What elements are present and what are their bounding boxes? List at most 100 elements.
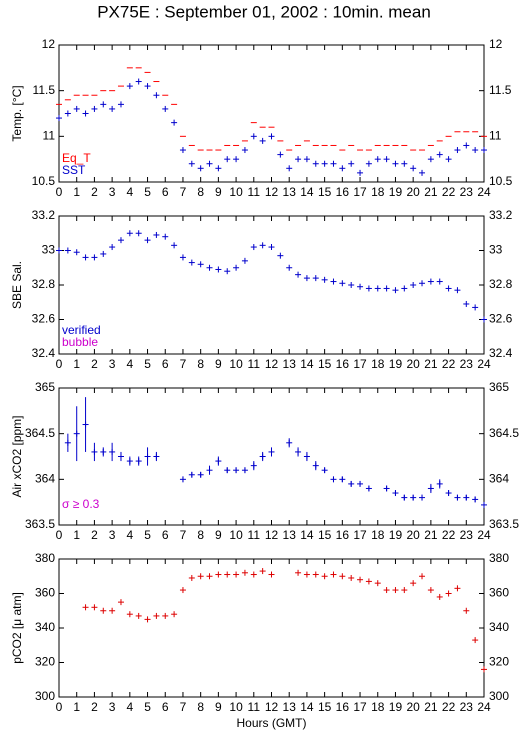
data-point xyxy=(224,268,231,275)
data-point xyxy=(82,604,89,611)
y-tick-label: 33 xyxy=(42,243,56,257)
data-point xyxy=(383,587,390,594)
x-tick-label: 23 xyxy=(460,528,474,542)
data-point xyxy=(100,101,107,108)
x-tick-label: 19 xyxy=(389,357,403,371)
data-point xyxy=(91,105,98,112)
y-tick-label: 340 xyxy=(35,620,55,634)
data-point xyxy=(330,160,337,167)
data-point xyxy=(100,250,107,257)
x-tick-label: 15 xyxy=(318,700,332,714)
data-point xyxy=(436,151,443,158)
data-point xyxy=(135,230,142,237)
y-tick-label-right: 365 xyxy=(489,380,509,394)
x-tick-label: 2 xyxy=(91,357,98,371)
x-tick-label: 12 xyxy=(265,700,279,714)
x-tick-label: 16 xyxy=(336,185,350,199)
x-tick-label: 22 xyxy=(442,185,456,199)
y-tick-label: 364 xyxy=(35,472,55,486)
data-point xyxy=(330,571,337,578)
x-tick-label: 10 xyxy=(229,528,243,542)
x-tick-label: 8 xyxy=(197,185,204,199)
data-point xyxy=(383,285,390,292)
x-tick-label: 14 xyxy=(300,357,314,371)
data-point xyxy=(357,576,364,583)
data-point xyxy=(126,611,133,618)
x-tick-label: 21 xyxy=(424,185,438,199)
data-point xyxy=(481,316,487,323)
data-point xyxy=(82,254,89,261)
data-point xyxy=(481,147,487,154)
x-tick-label: 2 xyxy=(91,700,98,714)
y-tick-label-right: 364 xyxy=(489,472,509,486)
data-point xyxy=(188,160,195,167)
x-tick-label: 1 xyxy=(73,700,80,714)
data-point xyxy=(472,304,479,311)
data-point xyxy=(419,573,426,580)
data-point xyxy=(463,142,470,149)
data-point xyxy=(277,151,284,158)
data-point xyxy=(144,237,151,244)
data-point xyxy=(233,571,240,578)
legend-label: SST xyxy=(62,163,86,177)
data-point xyxy=(312,571,319,578)
data-point xyxy=(348,574,355,581)
x-tick-label: 18 xyxy=(371,357,385,371)
data-point xyxy=(109,105,116,112)
data-point xyxy=(339,280,346,287)
x-tick-label: 0 xyxy=(56,528,63,542)
data-point xyxy=(365,578,372,585)
y-tick-label-right: 32.4 xyxy=(489,346,513,360)
data-point xyxy=(117,599,124,606)
data-point xyxy=(357,283,364,290)
y-tick-label: 32.8 xyxy=(32,277,56,291)
data-point xyxy=(454,147,461,154)
data-point xyxy=(126,83,133,90)
data-point xyxy=(312,160,319,167)
data-point xyxy=(241,569,248,576)
data-point xyxy=(73,249,80,256)
x-tick-label: 12 xyxy=(265,185,279,199)
x-tick-label: 17 xyxy=(353,357,367,371)
x-tick-label: 9 xyxy=(215,185,222,199)
data-point xyxy=(312,275,319,282)
legend-label: verified xyxy=(62,323,101,337)
data-point xyxy=(144,83,151,90)
x-tick-label: 6 xyxy=(162,528,169,542)
data-point xyxy=(472,637,479,644)
data-point xyxy=(339,573,346,580)
data-point xyxy=(259,137,266,144)
x-tick-label: 6 xyxy=(162,185,169,199)
x-tick-label: 5 xyxy=(144,357,151,371)
x-tick-label: 22 xyxy=(442,528,456,542)
x-tick-label: 15 xyxy=(318,357,332,371)
plot-frame xyxy=(58,215,485,355)
x-tick-label: 24 xyxy=(477,700,491,714)
y-tick-label: 11 xyxy=(43,129,56,143)
x-tick-label: 23 xyxy=(460,185,474,199)
x-tick-label: 21 xyxy=(424,357,438,371)
x-tick-label: 24 xyxy=(477,357,491,371)
x-tick-label: 19 xyxy=(389,700,403,714)
data-point xyxy=(64,110,71,117)
y-tick-label: 380 xyxy=(35,551,55,565)
data-point xyxy=(463,607,470,614)
x-tick-label: 18 xyxy=(371,700,385,714)
data-point xyxy=(64,247,71,254)
data-point xyxy=(233,156,240,163)
data-point xyxy=(268,133,275,140)
x-tick-label: 24 xyxy=(477,528,491,542)
plot-frame xyxy=(58,558,485,698)
data-point xyxy=(73,105,80,112)
data-point xyxy=(250,571,257,578)
x-tick-label: 3 xyxy=(109,185,116,199)
x-tick-label: 14 xyxy=(300,700,314,714)
x-tick-label: 20 xyxy=(406,528,420,542)
y-tick-label-right: 32.8 xyxy=(489,277,513,291)
y-tick-label-right: 380 xyxy=(489,551,509,565)
y-tick-label-right: 320 xyxy=(489,655,509,669)
data-point xyxy=(410,282,417,288)
data-point xyxy=(224,571,231,578)
data-point xyxy=(82,110,89,117)
y-axis-label: Temp. [°C] xyxy=(10,85,24,141)
